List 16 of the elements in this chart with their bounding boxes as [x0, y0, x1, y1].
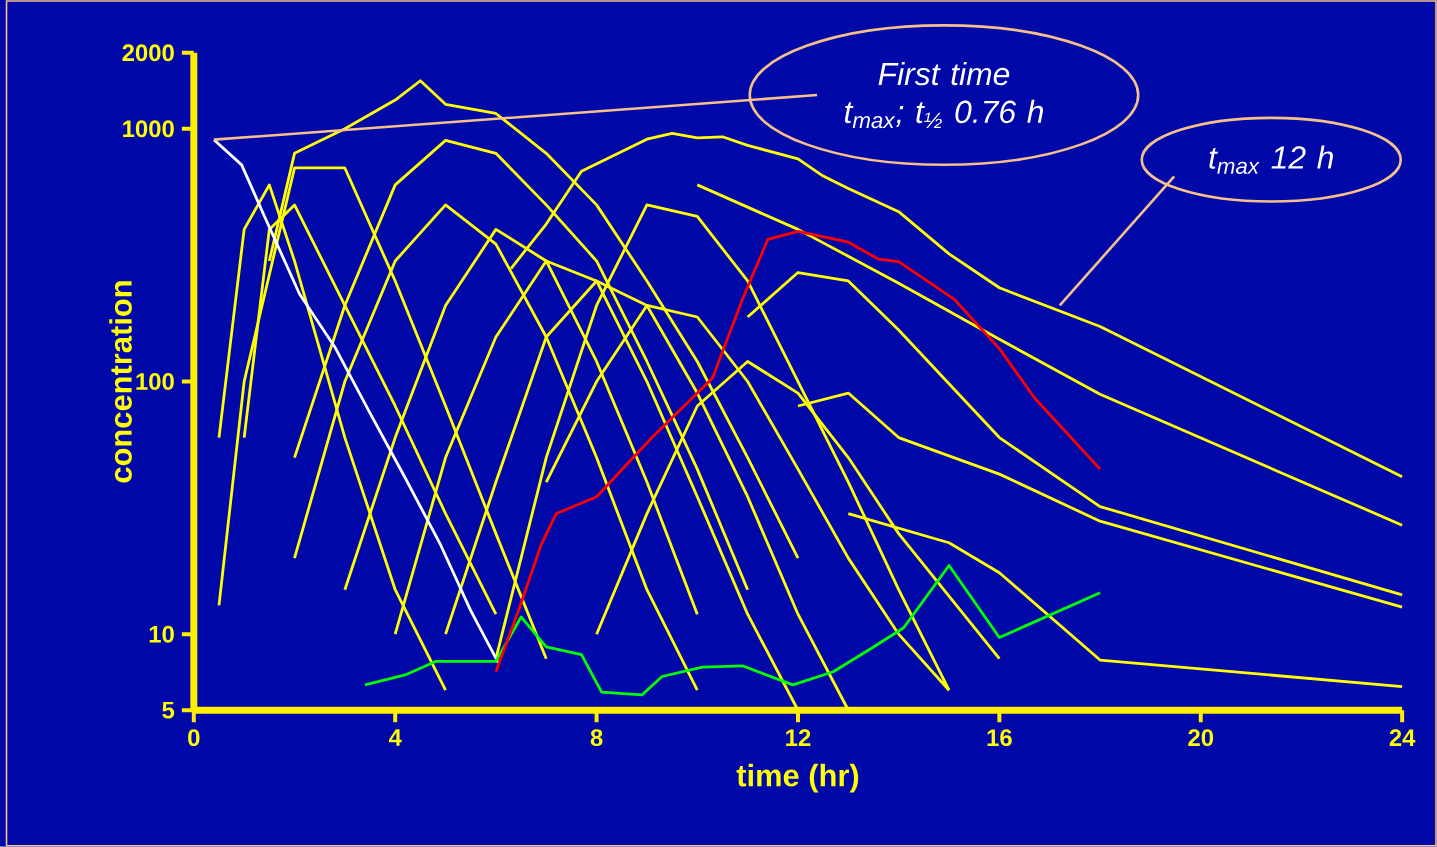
x-tick-label: 24	[1389, 729, 1416, 747]
y-tick-label: 10	[149, 625, 174, 643]
x-tick-label: 16	[987, 729, 1012, 747]
y-tick-label: 1000	[123, 120, 174, 138]
annotation: First time t$_{max}$; t$_{½}$ 0.76 h	[844, 62, 1043, 129]
x-tick-label: 4	[388, 729, 402, 746]
y-tick-label: 2000	[122, 44, 174, 62]
x-tick-label: 20	[1188, 729, 1214, 747]
y-tick-label: 5	[162, 702, 175, 719]
x-tick-label: 0	[188, 729, 200, 747]
y-axis-title: concentration	[109, 281, 132, 483]
x-axis-title: time (hr)	[736, 763, 859, 793]
y-tick-label: 100	[136, 373, 174, 391]
x-tick-label: 8	[590, 729, 603, 747]
x-tick-label: 12	[786, 729, 811, 747]
annotation: t$_{max}$ 12 h	[1209, 145, 1333, 175]
